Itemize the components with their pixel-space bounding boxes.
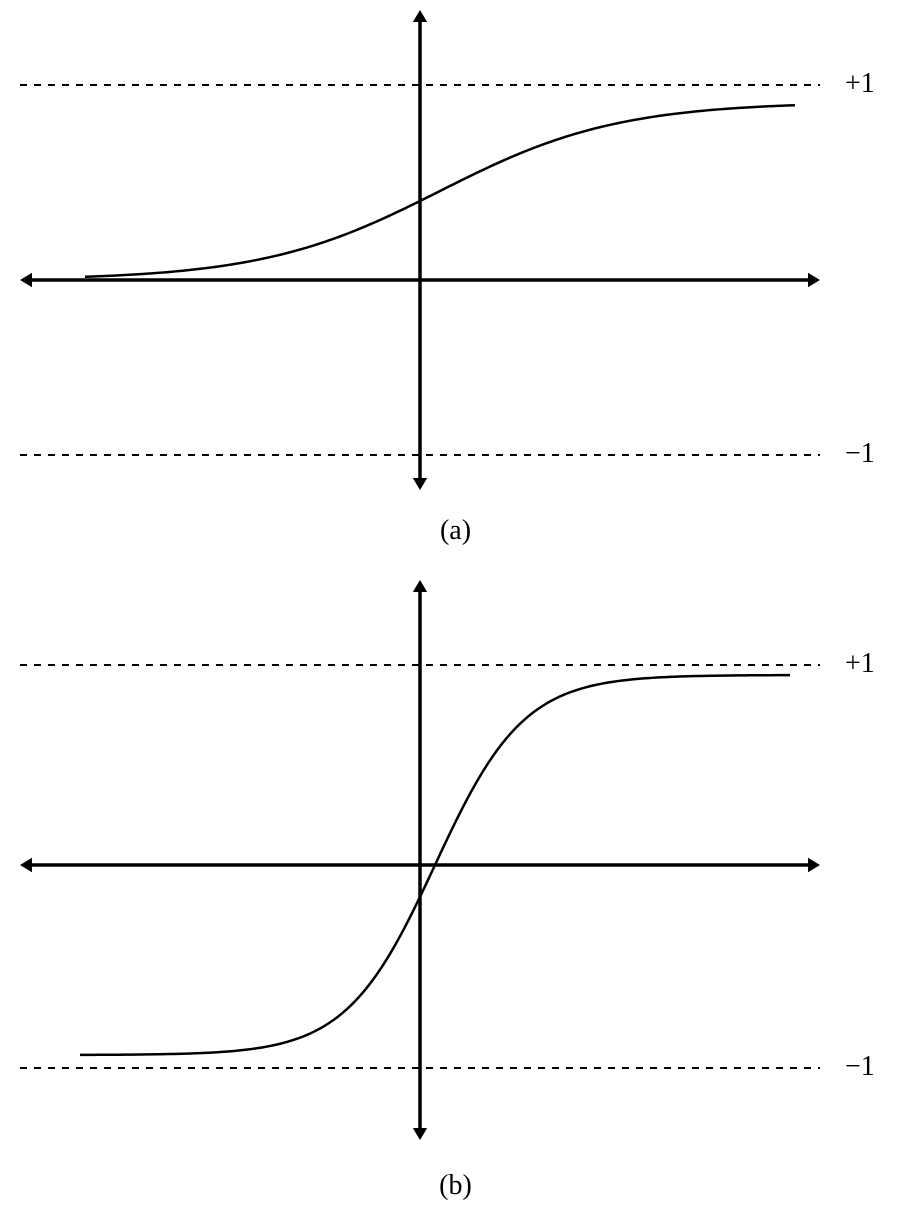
caption-a: (a) (440, 515, 471, 547)
label-minus1-a: −1 (845, 438, 875, 470)
label-plus1-a: +1 (845, 68, 875, 100)
caption-b: (b) (439, 1170, 472, 1202)
panel-b: +1 −1 (b) (0, 570, 911, 1210)
label-plus1-b: +1 (845, 648, 875, 680)
panel-b-svg (0, 570, 911, 1150)
label-minus1-b: −1 (845, 1051, 875, 1083)
panel-a-svg (0, 0, 911, 500)
panel-a: +1 −1 (a) (0, 0, 911, 560)
